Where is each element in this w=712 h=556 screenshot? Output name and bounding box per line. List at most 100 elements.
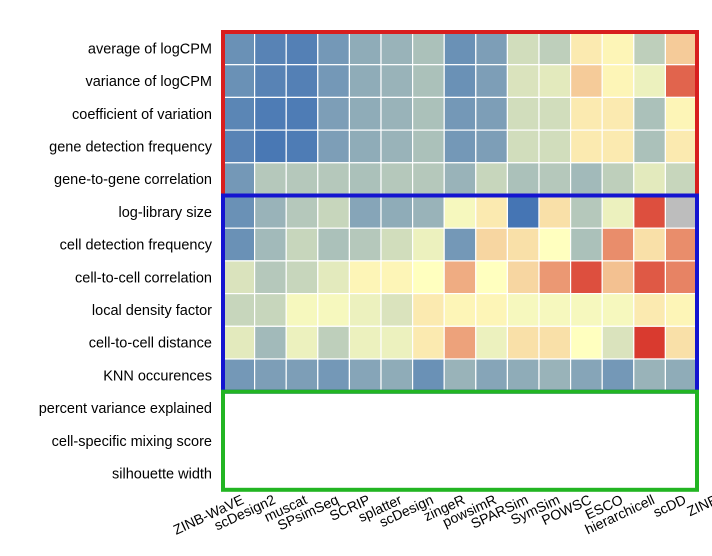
heatmap-cell	[317, 31, 350, 66]
heatmap-cell	[412, 129, 445, 164]
row-label: cell detection frequency	[60, 238, 213, 254]
heatmap-cell	[443, 227, 477, 262]
heatmap-cell	[222, 293, 256, 327]
heatmap-cell	[475, 260, 508, 295]
heatmap-cell	[380, 227, 414, 262]
heatmap-cell	[285, 96, 319, 131]
heatmap-cells	[222, 31, 698, 393]
heatmap-cell	[348, 129, 382, 164]
heatmap-cell	[348, 227, 382, 262]
row-label: average of logCPM	[88, 41, 212, 57]
heatmap-cell	[254, 162, 287, 197]
heatmap-cell	[285, 293, 319, 327]
heatmap-cell	[285, 194, 319, 229]
heatmap-cell	[633, 64, 666, 98]
heatmap-cell	[569, 162, 603, 197]
heatmap-cell	[222, 358, 256, 393]
heatmap-cell	[506, 162, 540, 197]
heatmap-cell	[348, 162, 382, 197]
heatmap-cell	[633, 227, 666, 262]
heatmap-cell	[569, 260, 603, 295]
heatmap-cell	[538, 358, 572, 393]
row-label: gene-to-gene correlation	[54, 172, 212, 188]
heatmap-cell	[664, 162, 698, 197]
heatmap-cell	[380, 325, 414, 360]
heatmap-cell	[443, 64, 477, 98]
group-boxes	[221, 30, 699, 492]
row-label: cell-to-cell distance	[89, 336, 212, 352]
heatmap-cell	[317, 194, 350, 229]
heatmap-cell	[254, 96, 287, 131]
heatmap-cell	[506, 260, 540, 295]
heatmap-cell	[254, 325, 287, 360]
heatmap-cell	[412, 31, 445, 66]
heatmap-cell	[475, 64, 508, 98]
heatmap-cell	[601, 162, 635, 197]
heatmap-cell	[285, 129, 319, 164]
heatmap-cell	[664, 260, 698, 295]
heatmap-cell	[412, 293, 445, 327]
heatmap-cell	[601, 293, 635, 327]
heatmap-cell	[664, 64, 698, 98]
heatmap-cell	[380, 96, 414, 131]
heatmap-cell	[506, 358, 540, 393]
row-label: variance of logCPM	[85, 74, 212, 90]
heatmap-cell	[317, 260, 350, 295]
heatmap-cell	[380, 358, 414, 393]
heatmap-cell	[412, 64, 445, 98]
heatmap-cell	[506, 31, 540, 66]
heatmap-cell	[664, 129, 698, 164]
heatmap-cell	[222, 129, 256, 164]
heatmap-cell	[601, 129, 635, 164]
heatmap-cell	[475, 162, 508, 197]
row-label: local density factor	[92, 303, 212, 319]
heatmap-cell	[222, 64, 256, 98]
heatmap-cell	[569, 227, 603, 262]
heatmap-cell	[601, 325, 635, 360]
heatmap-cell	[569, 293, 603, 327]
heatmap-cell	[285, 227, 319, 262]
heatmap-cell	[664, 31, 698, 66]
heatmap-cell	[348, 64, 382, 98]
heatmap-cell	[569, 96, 603, 131]
heatmap-cell	[443, 293, 477, 327]
column-label: ZINB	[684, 491, 712, 519]
row-label: KNN occurences	[103, 368, 212, 384]
heatmap-cell	[222, 162, 256, 197]
heatmap-cell	[380, 260, 414, 295]
heatmap-cell	[222, 194, 256, 229]
heatmap-cell	[317, 227, 350, 262]
heatmap-cell	[569, 129, 603, 164]
heatmap-cell	[222, 31, 256, 66]
heatmap-cell	[348, 31, 382, 66]
heatmap-cell	[569, 358, 603, 393]
heatmap-cell	[538, 96, 572, 131]
group-box	[221, 389, 699, 492]
heatmap-cell	[254, 293, 287, 327]
heatmap-cell	[222, 260, 256, 295]
heatmap-cell	[348, 96, 382, 131]
heatmap-cell	[538, 31, 572, 66]
heatmap-cell	[254, 194, 287, 229]
heatmap-cell	[380, 162, 414, 197]
heatmap-cell	[317, 96, 350, 131]
column-labels: ZINB-WaVEscDesign2muscatSPsimSeqSCRIPspl…	[171, 491, 712, 538]
heatmap-cell	[285, 162, 319, 197]
heatmap-cell	[443, 358, 477, 393]
heatmap-cell	[538, 260, 572, 295]
heatmap-cell	[633, 31, 666, 66]
heatmap-cell	[348, 293, 382, 327]
heatmap-cell	[538, 129, 572, 164]
heatmap-cell	[601, 260, 635, 295]
heatmap-cell	[380, 293, 414, 327]
heatmap-cell	[506, 64, 540, 98]
heatmap-cell	[285, 260, 319, 295]
heatmap-cell	[633, 96, 666, 131]
row-label: percent variance explained	[39, 401, 212, 417]
heatmap-cell	[254, 64, 287, 98]
heatmap-cell	[317, 358, 350, 393]
heatmap-cell	[664, 358, 698, 393]
heatmap-cell	[412, 325, 445, 360]
heatmap-cell	[633, 358, 666, 393]
heatmap-cell	[254, 260, 287, 295]
